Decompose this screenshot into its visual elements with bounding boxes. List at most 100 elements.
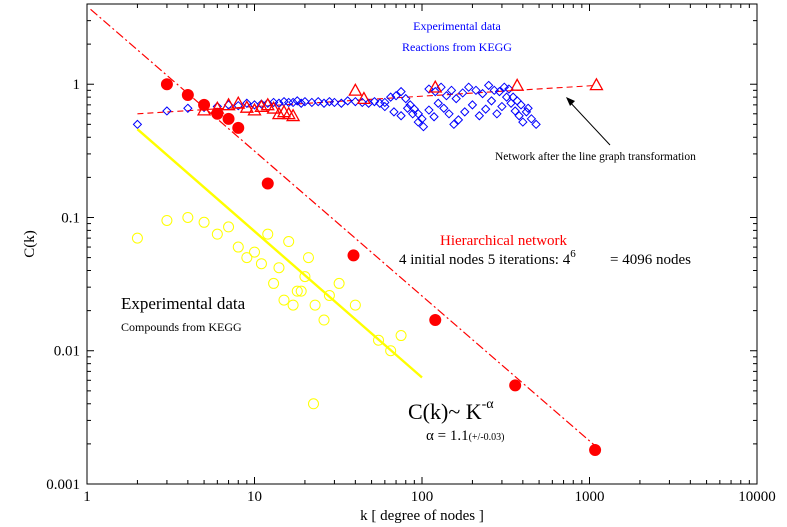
reaction-point xyxy=(132,119,143,130)
reaction-point xyxy=(418,121,429,132)
hier-fit-line xyxy=(90,8,597,448)
line-graph-point xyxy=(285,108,301,122)
compound-point xyxy=(268,277,280,289)
x-tick-label: 10 xyxy=(247,489,262,505)
reaction-point xyxy=(401,93,411,104)
reaction-point xyxy=(492,109,502,119)
reaction-point xyxy=(441,91,452,101)
compound-point xyxy=(295,285,307,297)
x-tick-label: 100 xyxy=(411,489,434,505)
reaction-point xyxy=(444,109,454,119)
reaction-point xyxy=(242,98,252,108)
reaction-point xyxy=(329,97,340,108)
reaction-point xyxy=(268,97,279,108)
reaction-point xyxy=(504,84,514,94)
compound-point xyxy=(323,289,335,301)
compound-point xyxy=(232,241,244,253)
hier-point xyxy=(589,443,602,456)
hier-desc-b: = 4096 nodes xyxy=(610,252,691,268)
x-tick-label: 1000 xyxy=(575,489,605,505)
line-graph-point xyxy=(510,78,525,91)
compound-point xyxy=(318,314,330,326)
note-arrowhead xyxy=(566,97,575,106)
line-graph-point xyxy=(348,82,363,96)
line-graph-point xyxy=(266,100,281,114)
hier-point xyxy=(181,89,194,102)
compound-point xyxy=(161,214,173,226)
reaction-point xyxy=(514,111,524,121)
reaction-point xyxy=(380,101,390,112)
note-arrow xyxy=(567,99,611,146)
hier-desc-a: 4 initial nodes 5 iterations: 4 xyxy=(399,252,571,268)
line-graph-note: Network after the line graph transformat… xyxy=(495,151,696,163)
compound-point xyxy=(278,294,290,306)
compound-point xyxy=(249,246,260,258)
reaction-point xyxy=(300,96,310,107)
reaction-point xyxy=(296,98,306,108)
reaction-point xyxy=(319,98,329,108)
reaction-point xyxy=(342,96,353,106)
x-tick-label: 10000 xyxy=(738,489,776,505)
y-tick-label: 1 xyxy=(73,77,81,93)
hier-point xyxy=(198,98,211,111)
line-graph-point xyxy=(221,97,236,111)
reaction-point xyxy=(288,97,298,108)
compound-point xyxy=(395,330,407,342)
line-graph-point xyxy=(260,97,275,111)
reaction-point xyxy=(162,106,172,116)
hier-desc-exp: 6 xyxy=(570,248,576,260)
compound-point xyxy=(198,216,210,228)
compound-point xyxy=(262,228,274,240)
hier-point xyxy=(509,379,522,392)
reaction-point xyxy=(531,119,541,130)
compound-point xyxy=(373,334,385,346)
reaction-point xyxy=(526,114,537,124)
reaction-point xyxy=(497,101,507,112)
compound-point xyxy=(349,299,361,311)
kegg-reactions-label: Experimental data xyxy=(413,19,501,33)
reaction-point xyxy=(449,119,459,130)
y-tick-label: 0.01 xyxy=(54,344,80,360)
reaction-point xyxy=(446,85,457,96)
line-graph-point xyxy=(428,79,443,93)
reaction-point xyxy=(494,86,505,97)
compound-point xyxy=(241,252,253,264)
reaction-point xyxy=(486,96,497,106)
compounds-label: Experimental data xyxy=(121,294,246,313)
compound-point xyxy=(273,262,285,274)
reaction-point xyxy=(463,82,474,92)
compound-point xyxy=(287,299,299,311)
hier-point xyxy=(261,177,274,190)
reaction-point xyxy=(429,112,439,122)
line-graph-point xyxy=(231,95,246,109)
axis-ticks: 1 10 100 1000 10000 0.001 0.01 0.1 1 xyxy=(46,3,776,505)
formula-main: C(k)~ K xyxy=(408,399,482,424)
reaction-point xyxy=(249,100,260,110)
reaction-point xyxy=(369,96,380,107)
reaction-point xyxy=(521,107,532,117)
reaction-point xyxy=(402,103,413,113)
compound-point xyxy=(223,221,235,233)
alpha-err: (+/-0.03) xyxy=(469,432,505,443)
compound-point xyxy=(283,236,295,248)
reaction-point xyxy=(518,117,528,127)
reaction-point xyxy=(471,85,481,96)
reaction-point xyxy=(499,82,510,92)
hier-point xyxy=(429,314,442,327)
reaction-point xyxy=(389,107,399,117)
reaction-point xyxy=(413,117,423,127)
line-graph-point xyxy=(239,100,254,113)
x-axis-label: k [ degree of nodes ] xyxy=(360,508,484,524)
hier-network-desc: 4 initial nodes 5 iterations: 46 = 4096 n… xyxy=(399,248,691,268)
reaction-point xyxy=(451,93,461,104)
line-graph-point xyxy=(589,77,604,91)
hier-point xyxy=(222,112,235,125)
compound-point xyxy=(385,345,397,357)
reaction-point xyxy=(506,98,516,108)
reaction-point xyxy=(350,96,361,107)
formula-exp: -α xyxy=(482,397,495,412)
reaction-point xyxy=(385,92,396,102)
fit-lines xyxy=(90,8,597,448)
hier-point xyxy=(232,121,245,134)
